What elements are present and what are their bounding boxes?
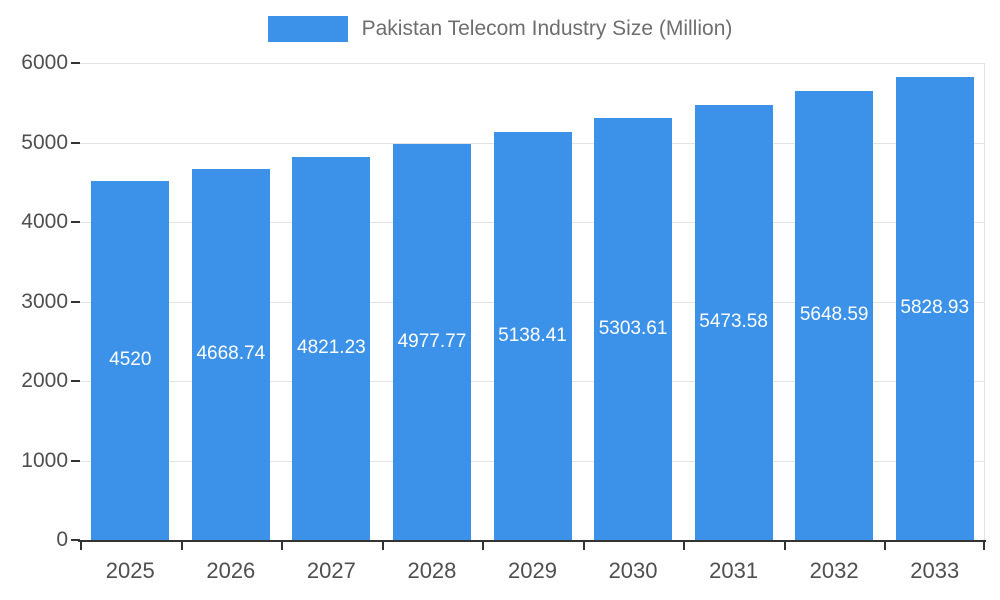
- bar-2030[interactable]: 5303.61: [594, 118, 673, 540]
- legend-swatch: [267, 16, 348, 42]
- y-axis-tick-label: 2000: [21, 369, 68, 392]
- bar-2025[interactable]: 4520: [91, 180, 170, 540]
- y-axis-tick-label: 4000: [21, 210, 68, 233]
- x-axis-tick-label: 2031: [709, 558, 759, 583]
- y-axis-tick-label: 1000: [21, 448, 68, 472]
- gridline: [80, 63, 985, 64]
- x-axis-tick: [884, 542, 887, 550]
- y-axis-tick-label: 0: [56, 528, 68, 551]
- x-axis-tick-label: 2032: [809, 558, 859, 583]
- y-axis-tick: [71, 380, 80, 382]
- bar-2028[interactable]: 4977.77: [392, 144, 471, 540]
- bar-value-label: 5303.61: [598, 318, 668, 340]
- x-axis-tick: [381, 542, 384, 550]
- y-axis-tick: [71, 459, 80, 462]
- bar-value-label: 4821.23: [297, 337, 366, 359]
- x-axis-tick: [80, 542, 82, 550]
- x-axis-tick: [783, 542, 786, 550]
- y-axis-tick: [71, 539, 80, 541]
- x-axis-tick-label: 2027: [306, 558, 356, 583]
- bar-value-label: 5828.93: [900, 297, 970, 319]
- x-axis-tick-label: 2033: [910, 558, 960, 583]
- bar-2033[interactable]: 5828.93: [895, 76, 974, 540]
- y-axis-tick-label: 6000: [21, 51, 68, 74]
- chart-title: Pakistan Telecom Industry Size (Million): [361, 17, 733, 40]
- x-axis-tick: [983, 542, 985, 550]
- x-axis-tick: [482, 542, 485, 550]
- bar-value-label: 4520: [109, 349, 152, 371]
- y-axis-tick: [71, 221, 80, 223]
- x-axis-tick-label: 2028: [407, 558, 457, 583]
- bar-value-label: 5473.58: [699, 311, 768, 333]
- y-axis-tick: [71, 62, 80, 64]
- bar-value-label: 4668.74: [196, 343, 266, 365]
- chart-legend[interactable]: Pakistan Telecom Industry Size (Million): [0, 16, 1000, 42]
- bar-2027[interactable]: 4821.23: [292, 156, 371, 540]
- x-axis-tick-label: 2030: [608, 558, 658, 583]
- x-axis-tick: [180, 542, 183, 550]
- y-axis-tick-label: 3000: [21, 289, 68, 313]
- bar-value-label: 5648.59: [799, 304, 869, 326]
- x-axis-tick: [582, 542, 585, 550]
- bar-value-label: 5138.41: [498, 324, 567, 346]
- x-axis-tick-label: 2029: [508, 558, 557, 583]
- x-axis-tick-label: 2026: [206, 558, 256, 583]
- x-axis-tick: [683, 542, 686, 550]
- x-axis-tick-label: 2025: [105, 558, 155, 583]
- plot-right-border: [984, 63, 985, 540]
- plot-area: 4520 4668.74 4821.23 4977.77 5138.41 5303.61 5…: [80, 63, 985, 540]
- y-axis-tick: [71, 300, 80, 303]
- y-axis-tick: [71, 141, 80, 144]
- bar-value-label: 4977.77: [397, 331, 467, 353]
- bar-2029[interactable]: 5138.41: [493, 131, 572, 540]
- bar-2032[interactable]: 5648.59: [795, 90, 874, 540]
- y-axis-tick-label: 5000: [21, 130, 68, 154]
- x-axis-tick: [281, 542, 284, 550]
- bar-2031[interactable]: 5473.58: [694, 104, 773, 540]
- bar-2026[interactable]: 4668.74: [191, 168, 270, 540]
- x-axis-line: [78, 540, 986, 542]
